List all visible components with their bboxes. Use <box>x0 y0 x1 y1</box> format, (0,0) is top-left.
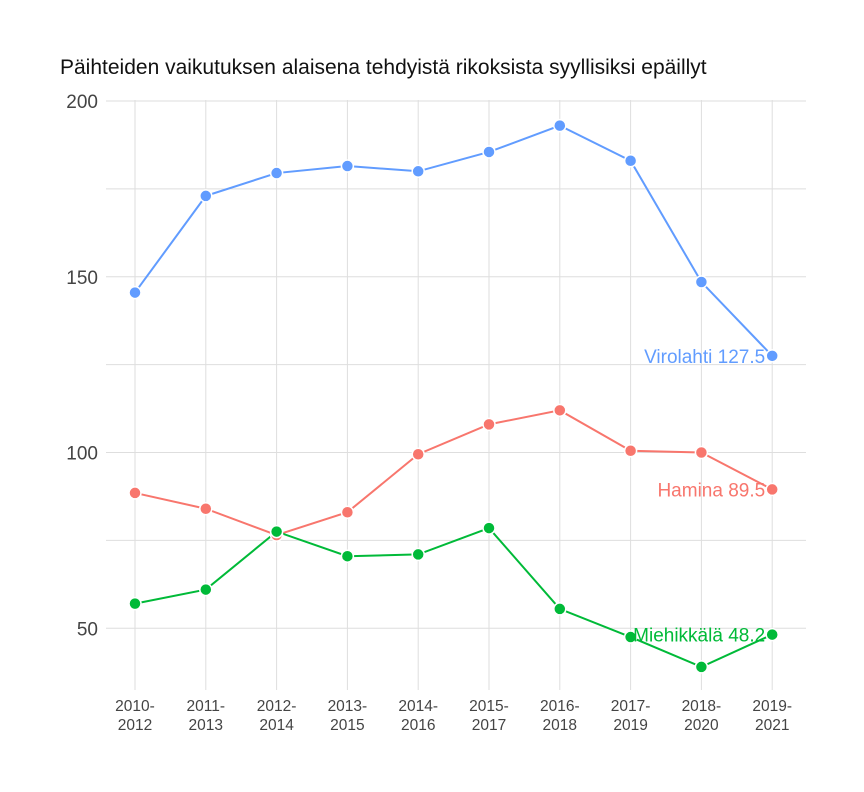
y-tick-label: 100 <box>66 444 98 465</box>
x-tick-label: 2018- <box>682 698 722 715</box>
series-end-label: Hamina 89.5 <box>657 480 765 501</box>
data-point <box>199 189 213 203</box>
grid-lines <box>106 100 806 690</box>
data-point <box>269 166 284 180</box>
data-point <box>411 447 425 462</box>
x-tick-label: 2013- <box>328 698 368 715</box>
series-end-label: Miehikkälä 48.2 <box>633 626 765 647</box>
data-point <box>411 547 425 562</box>
x-tick-label: 2019 <box>613 717 647 734</box>
x-tick-label: 2015- <box>469 698 509 715</box>
x-tick-label: 2018 <box>543 717 577 734</box>
series-line-miehikkälä <box>134 526 773 669</box>
x-tick-label: 2011- <box>187 698 226 715</box>
data-point <box>765 627 779 642</box>
x-tick-label: 2010- <box>115 698 155 715</box>
x-tick-label: 2021 <box>755 717 789 734</box>
chart-title: Päihteiden vaikutuksen alaisena tehdyist… <box>60 56 707 79</box>
x-tick-label: 2020 <box>684 717 719 734</box>
series-points <box>128 118 779 674</box>
x-tick-label: 2014- <box>398 698 438 715</box>
data-point <box>199 501 213 516</box>
x-tick-label: 2012 <box>118 717 152 734</box>
x-tick-label: 2019- <box>752 698 792 715</box>
series-end-label: Virolahti 127.5 <box>644 347 765 368</box>
data-point <box>128 486 142 500</box>
x-tick-label: 2016- <box>540 698 580 715</box>
data-point <box>765 482 779 497</box>
data-point <box>128 285 142 300</box>
y-tick-label: 50 <box>77 619 98 640</box>
data-point <box>623 154 638 168</box>
data-point <box>694 445 709 460</box>
y-tick-label: 150 <box>66 268 98 289</box>
data-point <box>553 602 567 616</box>
data-point <box>482 417 496 432</box>
data-point <box>128 596 142 611</box>
data-point <box>269 524 284 539</box>
series-end-labels: Virolahti 127.5 Hamina 89.5 Miehikkälä 48.… <box>633 347 765 647</box>
data-point <box>199 582 213 597</box>
y-tick-label: 200 <box>66 92 98 113</box>
x-tick-label: 2012- <box>257 698 297 715</box>
x-tick-label: 2015 <box>330 717 364 734</box>
series-lines <box>134 124 773 669</box>
x-tick-label: 2013 <box>189 717 223 734</box>
data-point <box>765 349 779 363</box>
data-point <box>340 549 355 563</box>
y-axis: 50 100 150 200 <box>66 92 98 640</box>
data-point <box>694 660 709 674</box>
data-point <box>411 164 425 179</box>
x-tick-label: 2014 <box>259 717 294 734</box>
series-line-hamina <box>134 409 773 537</box>
data-point <box>553 118 567 133</box>
data-point <box>553 403 567 418</box>
data-point <box>694 275 709 289</box>
data-point <box>482 145 496 159</box>
data-point <box>482 521 496 535</box>
x-tick-label: 2017 <box>472 717 506 734</box>
series-line-virolahti <box>134 124 773 357</box>
data-point <box>623 630 638 644</box>
x-tick-label: 2017- <box>611 698 651 715</box>
x-tick-label: 2016 <box>401 717 435 734</box>
data-point <box>340 159 355 173</box>
data-point <box>340 505 355 520</box>
data-point <box>623 443 638 458</box>
x-axis: 2010- 2012 2011- 2013 2012- 2014 2013- 2015 2014… <box>115 698 792 734</box>
